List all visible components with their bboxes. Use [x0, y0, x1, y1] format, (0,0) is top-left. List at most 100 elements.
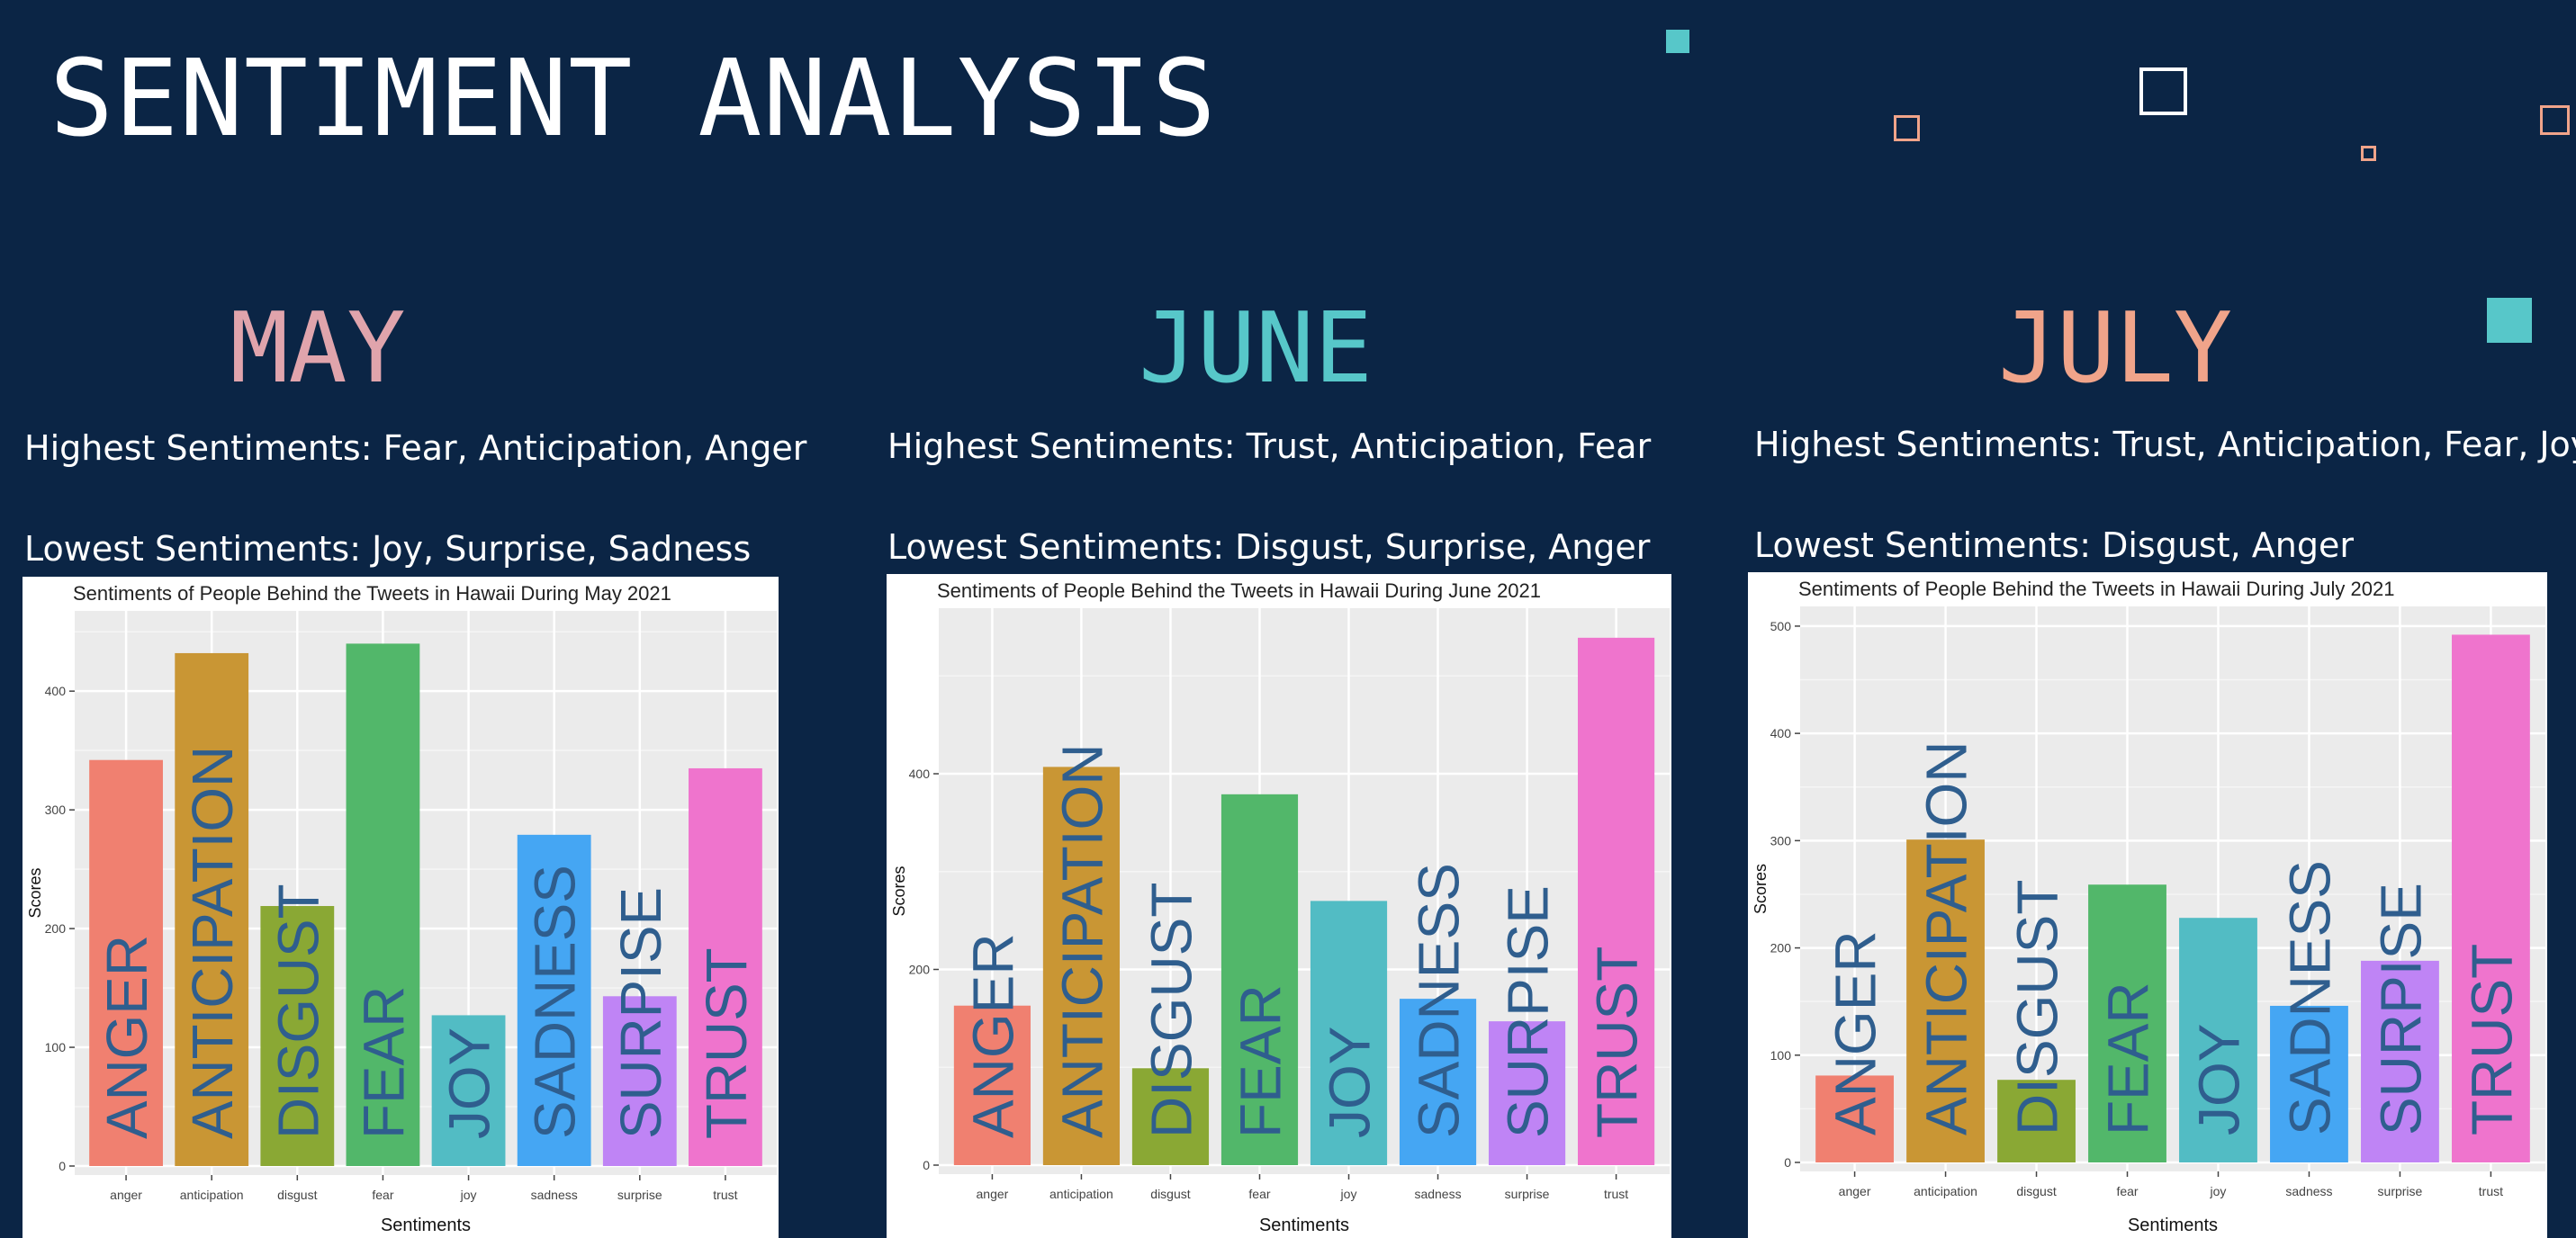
bar-sadness [1399, 999, 1477, 1165]
bar-label-disgust: DISGUST [2005, 880, 2070, 1135]
y-tick-label: 0 [59, 1159, 66, 1173]
chart-title: Sentiments of People Behind the Tweets i… [937, 579, 1541, 602]
chart-may: Sentiments of People Behind the Tweets i… [23, 577, 779, 1238]
x-axis-title: Sentiments [381, 1216, 471, 1235]
bar-joy [431, 1015, 506, 1166]
chart-june: Sentiments of People Behind the Tweets i… [887, 574, 1671, 1238]
decorative-square-salmon-outline [1894, 115, 1920, 141]
bar-trust [1578, 637, 1655, 1165]
y-tick-label: 0 [1784, 1155, 1791, 1170]
y-tick-label: 400 [909, 767, 931, 781]
bar-label-trust: TRUST [2460, 944, 2525, 1135]
decorative-square-salmon-tiny [2361, 146, 2376, 161]
x-tick-label: disgust [277, 1188, 317, 1202]
x-tick-label: sadness [531, 1188, 578, 1202]
bar-label-trust: TRUST [1585, 946, 1650, 1138]
y-axis-title: Scores [26, 867, 44, 918]
chart-july: Sentiments of People Behind the Tweets i… [1748, 572, 2547, 1238]
x-tick-label: anger [1839, 1184, 1871, 1198]
chart-may-svg: Sentiments of People Behind the Tweets i… [26, 582, 777, 1235]
bar-anticipation [1042, 767, 1121, 1165]
bar-sadness [517, 834, 591, 1166]
bar-label-joy: JOY [2187, 1024, 2252, 1135]
y-tick-label: 400 [45, 684, 67, 698]
x-tick-label: disgust [1150, 1187, 1190, 1201]
y-tick-label: 100 [45, 1040, 67, 1054]
x-tick-label: fear [2116, 1184, 2138, 1198]
july-lowest-sentiments: Lowest Sentiments: Disgust, Anger [1754, 525, 2354, 565]
may-highest-sentiments: Highest Sentiments: Fear, Anticipation, … [24, 428, 807, 468]
june-lowest-sentiments: Lowest Sentiments: Disgust, Surprise, An… [887, 527, 1651, 567]
bar-label-surprise: SURPISE [608, 887, 673, 1139]
x-tick-label: anger [110, 1188, 142, 1202]
x-tick-label: fear [372, 1188, 393, 1202]
bar-label-fear: FEAR [2096, 982, 2161, 1135]
y-tick-label: 100 [1770, 1048, 1792, 1063]
bar-disgust [1131, 1068, 1210, 1165]
bar-label-anger: ANGER [1824, 930, 1888, 1135]
bar-label-trust: TRUST [694, 947, 759, 1139]
bar-label-anticipation: ANTICIPATION [1050, 743, 1115, 1138]
bar-label-anger: ANGER [961, 933, 1026, 1138]
june-highest-sentiments: Highest Sentiments: Trust, Anticipation,… [887, 426, 1652, 466]
bar-disgust [260, 906, 335, 1166]
bar-disgust [1997, 1080, 2076, 1162]
month-heading-july: JULY [1997, 292, 2233, 405]
page-title: SENTIMENT ANALYSIS [50, 36, 1217, 160]
y-tick-label: 500 [1770, 619, 1792, 633]
bar-fear [1220, 794, 1299, 1165]
chart-title: Sentiments of People Behind the Tweets i… [1798, 578, 2394, 600]
y-tick-label: 400 [1770, 726, 1792, 740]
bar-label-disgust: DISGUST [1139, 883, 1204, 1138]
bar-surprise [2361, 960, 2439, 1162]
y-tick-label: 300 [1770, 833, 1792, 848]
bar-joy [1310, 901, 1388, 1165]
july-highest-sentiments: Highest Sentiments: Trust, Anticipation,… [1754, 425, 2576, 464]
bar-label-anger: ANGER [95, 935, 159, 1139]
bar-label-disgust: DISGUST [266, 884, 330, 1139]
x-tick-label: anger [977, 1187, 1009, 1201]
x-tick-label: anticipation [1914, 1184, 1977, 1198]
x-tick-label: surprise [2378, 1184, 2423, 1198]
bar-joy [2179, 918, 2257, 1162]
bar-anger [1815, 1075, 1895, 1162]
bar-trust [2451, 634, 2530, 1162]
bar-label-sadness: SADNESS [1407, 863, 1472, 1138]
bar-label-surprise: SURPISE [2369, 883, 2434, 1135]
decorative-square-salmon-right [2540, 105, 2570, 135]
decorative-square-white-outline [2139, 67, 2187, 115]
decorative-square-teal-small [1666, 30, 1689, 53]
x-tick-label: joy [1340, 1187, 1357, 1201]
y-axis-title: Scores [890, 866, 908, 916]
x-tick-label: disgust [2016, 1184, 2056, 1198]
bar-label-anticipation: ANTICIPATION [180, 746, 245, 1139]
bar-anticipation [1906, 839, 1985, 1162]
month-heading-may: MAY [230, 292, 406, 405]
chart-july-svg: Sentiments of People Behind the Tweets i… [1752, 578, 2545, 1235]
bar-fear [346, 643, 420, 1166]
y-tick-label: 0 [923, 1158, 930, 1172]
x-tick-label: trust [713, 1188, 737, 1202]
bar-label-surprise: SURPISE [1496, 885, 1561, 1138]
x-tick-label: sadness [2285, 1184, 2332, 1198]
chart-title: Sentiments of People Behind the Tweets i… [73, 582, 671, 605]
x-tick-label: surprise [617, 1188, 662, 1202]
bar-surprise [602, 996, 677, 1166]
y-tick-label: 200 [909, 963, 931, 977]
bar-anger [89, 759, 163, 1166]
y-tick-label: 200 [45, 921, 67, 936]
y-axis-title: Scores [1752, 864, 1770, 914]
x-tick-label: sadness [1414, 1187, 1461, 1201]
x-tick-label: joy [460, 1188, 477, 1202]
x-tick-label: trust [1604, 1187, 1628, 1201]
decorative-square-teal-large [2487, 298, 2532, 343]
chart-june-svg: Sentiments of People Behind the Tweets i… [890, 579, 1670, 1235]
month-heading-june: JUNE [1138, 292, 1374, 405]
bar-label-joy: JOY [437, 1027, 502, 1139]
x-axis-title: Sentiments [2128, 1216, 2218, 1235]
y-tick-label: 300 [45, 803, 67, 817]
bar-anticipation [175, 652, 249, 1166]
bar-surprise [1488, 1021, 1566, 1165]
bar-label-fear: FEAR [351, 986, 416, 1139]
x-tick-label: fear [1248, 1187, 1270, 1201]
